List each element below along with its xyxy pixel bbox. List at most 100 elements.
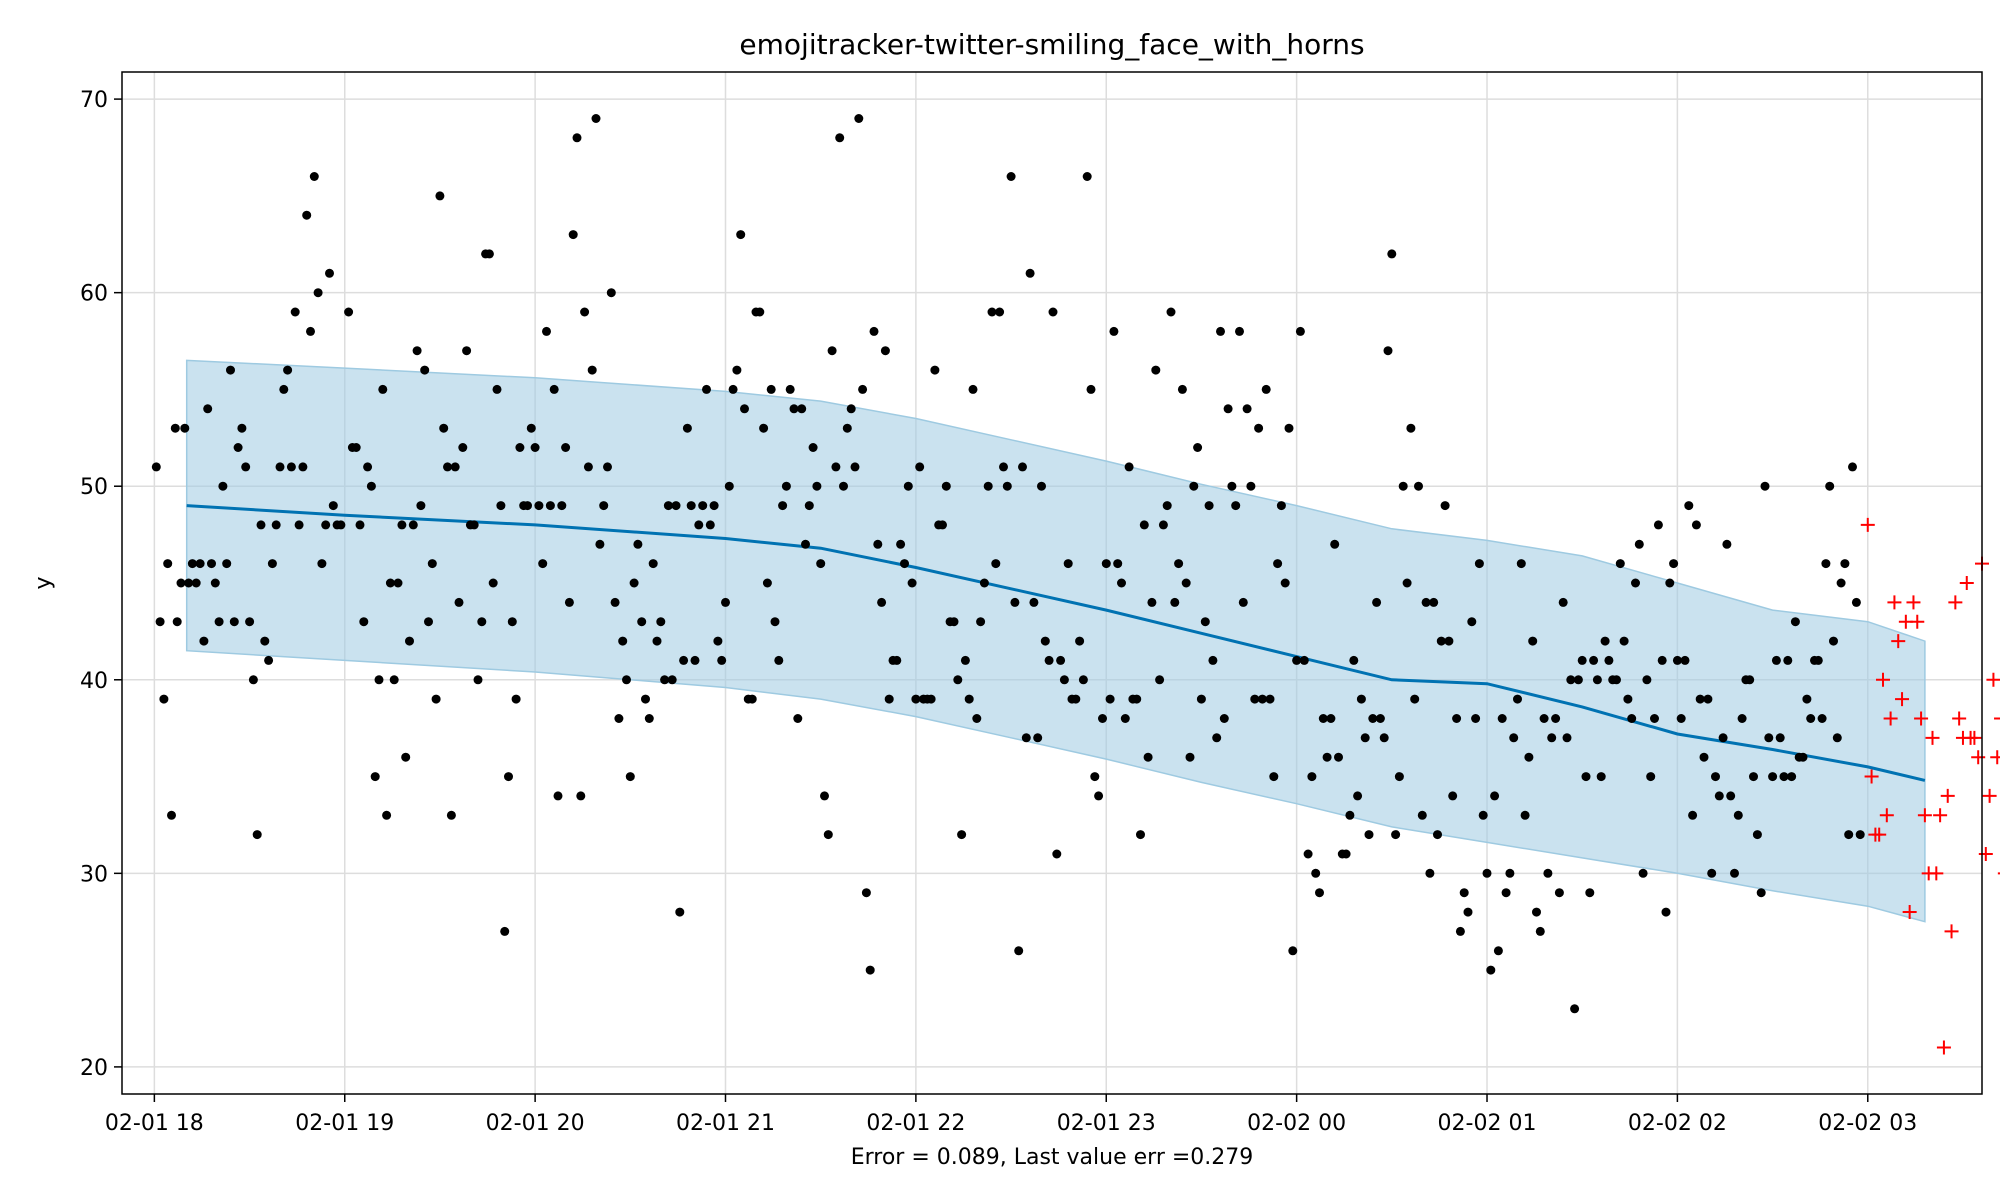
forecast-point bbox=[1990, 750, 2000, 765]
observed-point bbox=[1155, 675, 1165, 685]
observed-point bbox=[827, 346, 837, 356]
observed-point bbox=[1436, 636, 1446, 646]
observed-point bbox=[572, 133, 582, 143]
y-tick-label: 30 bbox=[80, 862, 108, 887]
observed-point bbox=[1219, 714, 1229, 723]
observed-point bbox=[191, 578, 201, 588]
observed-point bbox=[264, 655, 274, 665]
observed-point bbox=[1482, 868, 1492, 878]
forecast-point bbox=[1959, 576, 1974, 590]
observed-point bbox=[159, 694, 169, 704]
observed-point bbox=[1010, 597, 1020, 607]
observed-point bbox=[256, 520, 266, 530]
observed-point bbox=[1501, 888, 1511, 898]
forecast-point bbox=[1933, 808, 1948, 823]
x-tick-label: 02-02 03 bbox=[1818, 1111, 1917, 1136]
observed-point bbox=[663, 501, 673, 511]
observed-point bbox=[534, 501, 544, 511]
observed-point bbox=[1143, 752, 1153, 762]
observed-point bbox=[1646, 772, 1656, 782]
observed-point bbox=[170, 423, 180, 433]
observed-point bbox=[496, 501, 506, 511]
observed-point bbox=[1273, 559, 1283, 569]
observed-point bbox=[1642, 675, 1652, 685]
observed-point bbox=[477, 617, 487, 627]
observed-point bbox=[1829, 636, 1838, 646]
observed-point bbox=[591, 114, 601, 123]
x-tick-label: 02-02 02 bbox=[1628, 1111, 1727, 1136]
observed-point bbox=[290, 307, 300, 317]
observed-point bbox=[1448, 791, 1458, 801]
observed-point bbox=[846, 404, 856, 414]
observed-point bbox=[1817, 714, 1827, 723]
observed-point bbox=[606, 288, 616, 298]
observed-point bbox=[214, 617, 224, 627]
observed-point bbox=[427, 559, 437, 569]
observed-point bbox=[241, 462, 251, 472]
y-tick-label: 60 bbox=[80, 282, 108, 307]
observed-point bbox=[1596, 772, 1606, 782]
observed-point bbox=[1463, 907, 1473, 917]
observed-point bbox=[233, 443, 243, 452]
observed-point bbox=[1269, 772, 1279, 782]
observed-point bbox=[1661, 907, 1671, 917]
observed-point bbox=[1737, 714, 1747, 723]
observed-point bbox=[439, 423, 449, 433]
observed-point bbox=[580, 307, 590, 317]
observed-point bbox=[682, 423, 692, 433]
observed-point bbox=[1680, 655, 1690, 665]
forecast-point bbox=[1891, 634, 1906, 649]
observed-point bbox=[393, 578, 403, 588]
observed-point bbox=[294, 520, 304, 530]
observed-point bbox=[820, 791, 829, 801]
observed-point bbox=[823, 830, 833, 840]
observed-point bbox=[504, 772, 513, 782]
observed-point bbox=[163, 559, 173, 569]
observed-point bbox=[317, 559, 327, 569]
observed-point bbox=[705, 520, 715, 530]
uncertainty-interval bbox=[185, 359, 1926, 923]
observed-point bbox=[747, 694, 757, 704]
observed-point bbox=[1627, 714, 1637, 723]
observed-point bbox=[1021, 733, 1031, 743]
observed-point bbox=[1790, 617, 1800, 627]
observed-point bbox=[873, 539, 883, 549]
observed-point bbox=[724, 481, 734, 491]
observed-point bbox=[378, 384, 388, 394]
observed-point bbox=[1844, 830, 1854, 840]
observed-point bbox=[1303, 849, 1313, 859]
observed-point bbox=[1535, 926, 1545, 936]
observed-point bbox=[1109, 326, 1119, 336]
observed-point bbox=[903, 481, 913, 491]
observed-point bbox=[1695, 694, 1705, 704]
observed-point bbox=[1779, 772, 1789, 782]
x-tick-label: 02-01 23 bbox=[1057, 1111, 1156, 1136]
observed-point bbox=[1836, 578, 1846, 588]
observed-point bbox=[1752, 830, 1762, 840]
observed-point bbox=[385, 578, 395, 588]
observed-point bbox=[1813, 655, 1823, 665]
observed-point bbox=[302, 210, 312, 220]
observed-point bbox=[1806, 714, 1816, 723]
observed-point bbox=[1733, 810, 1743, 820]
observed-point bbox=[938, 520, 947, 530]
observed-point bbox=[549, 384, 559, 394]
observed-point bbox=[1208, 655, 1218, 665]
observed-point bbox=[1056, 655, 1066, 665]
observed-point bbox=[443, 462, 452, 472]
observed-point bbox=[1505, 868, 1515, 878]
observed-point bbox=[717, 655, 727, 665]
forecast-point bbox=[1902, 905, 1917, 920]
observed-point bbox=[1120, 714, 1130, 723]
observed-point bbox=[511, 694, 521, 704]
x-tick-label: 02-01 20 bbox=[486, 1111, 585, 1136]
observed-point bbox=[1394, 772, 1404, 782]
observed-point bbox=[1196, 694, 1206, 704]
observed-point bbox=[869, 326, 879, 336]
observed-point bbox=[363, 462, 373, 472]
observed-point bbox=[622, 675, 631, 685]
observed-point bbox=[1707, 868, 1717, 878]
observed-point bbox=[1113, 559, 1123, 569]
observed-point bbox=[155, 617, 165, 627]
observed-point bbox=[896, 539, 906, 549]
